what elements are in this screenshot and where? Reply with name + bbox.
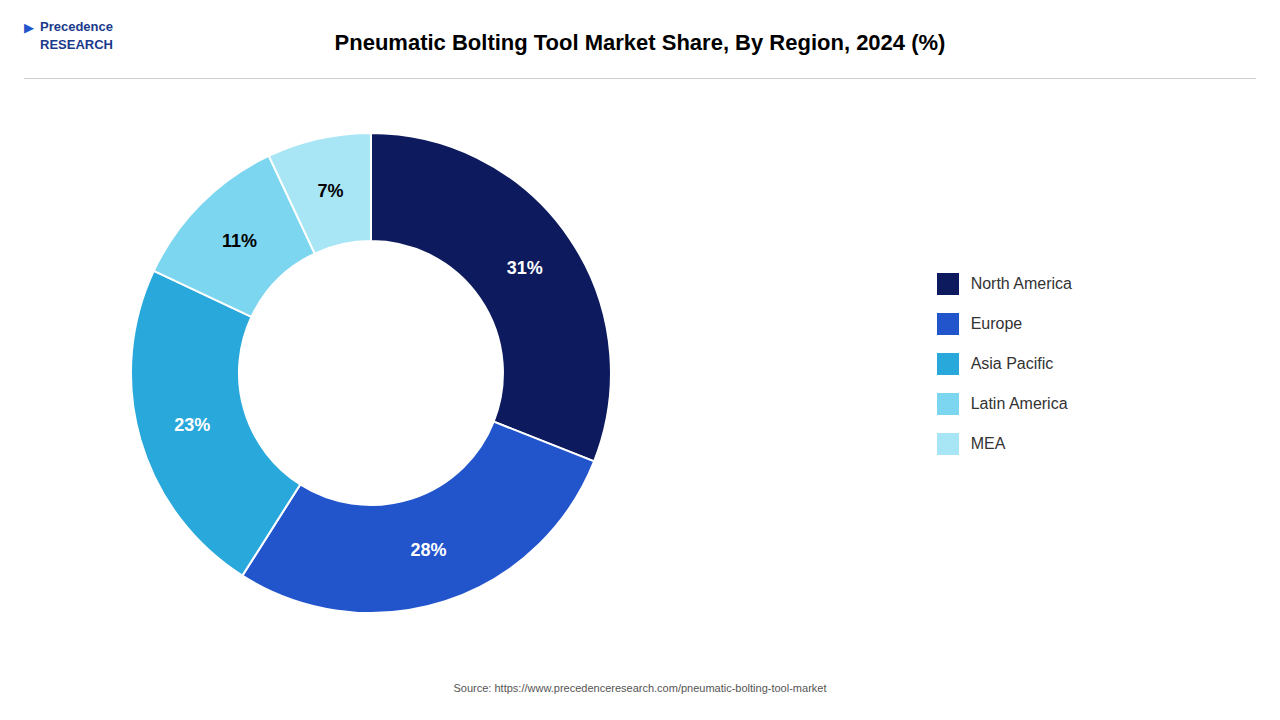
html-text:Precedence: Precedence (40, 19, 113, 34)
html-text:Asia Pacific: Asia Pacific (970, 355, 1054, 372)
html-text:Latin America: Latin America (970, 395, 1068, 412)
html-text:MEA: MEA (970, 435, 1006, 452)
svg-text:31%: 31% (507, 258, 543, 278)
html-text:Source: https://www.precedence: Source: https://www.precedenceresearch.c… (453, 682, 827, 694)
svg-text:28%: 28% (410, 540, 446, 560)
svg-text:11%: 11% (222, 231, 257, 251)
html-text:Pneumatic Bolting Tool Market: Pneumatic Bolting Tool Market Share, By … (334, 30, 946, 55)
html-text:North America: North America (970, 275, 1072, 292)
html-text:Europe: Europe (970, 315, 1023, 332)
svg-text:23%: 23% (174, 415, 210, 435)
html-text:RESEARCH: RESEARCH (40, 37, 113, 53)
svg-text:7%: 7% (317, 181, 343, 201)
